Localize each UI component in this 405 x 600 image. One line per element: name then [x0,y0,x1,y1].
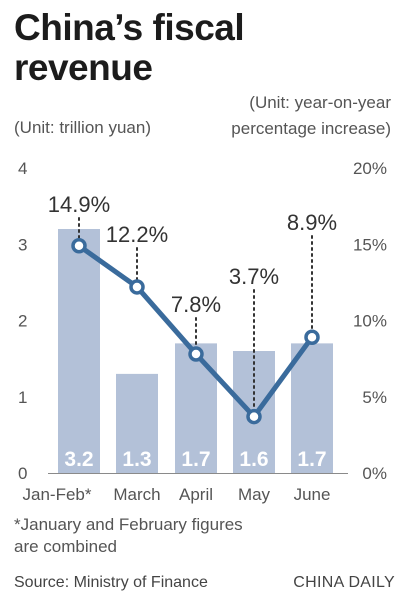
bar-label-4: 1.7 [297,448,326,471]
growth-label-1: 12.2% [106,222,168,247]
right-axis-tick-0: 0% [362,464,387,483]
right-axis-tick-4: 20% [353,159,387,178]
right-axis-tick-3: 15% [353,235,387,254]
bar-label-2: 1.7 [181,448,210,471]
growth-point-2 [188,346,204,362]
category-label-4: June [294,485,331,504]
growth-label-0: 14.9% [48,192,110,217]
chart-title: China’s fiscal revenue [14,7,245,88]
category-label-0: Jan-Feb* [23,485,92,504]
bar-4 [291,343,333,473]
growth-point-0 [71,238,87,254]
bar-label-1: 1.3 [122,448,151,471]
growth-label-3: 3.7% [229,264,279,289]
bar-0 [58,229,100,473]
left-axis-tick-1: 1 [18,388,27,407]
category-label-3: May [238,485,271,504]
right-axis-unit-line-1: (Unit: year-on-year [249,93,391,112]
bar-2 [175,343,217,473]
left-axis-tick-3: 3 [18,235,27,254]
bar-1 [116,373,158,473]
bar-label-3: 1.6 [239,448,268,471]
category-label-2: April [179,485,213,504]
growth-label-4: 8.9% [287,210,337,235]
bar-label-0: 3.2 [64,448,93,471]
left-axis-tick-0: 0 [18,464,27,483]
left-axis-tick-4: 4 [18,159,27,178]
growth-point-1 [129,279,145,295]
chart-title-line-2: revenue [14,47,153,88]
brand-credit: CHINA DAILY [293,574,395,591]
left-axis-tick-2: 2 [18,312,27,331]
right-axis-unit: (Unit: year-on-year percentage increase) [231,90,391,142]
growth-point-4 [304,329,320,346]
right-axis-tick-1: 5% [362,388,387,407]
footnote: *January and February figures are combin… [14,515,243,556]
category-label-1: March [113,485,160,504]
right-axis-unit-line-2: percentage increase) [231,119,391,138]
left-axis-unit: (Unit: trillion yuan) [14,118,151,137]
chart-title-line-1: China’s fiscal [14,7,245,48]
source-credit: Source: Ministry of Finance [14,574,208,591]
growth-label-2: 7.8% [171,292,221,317]
right-axis-tick-2: 10% [353,312,387,331]
growth-point-3 [246,408,262,425]
